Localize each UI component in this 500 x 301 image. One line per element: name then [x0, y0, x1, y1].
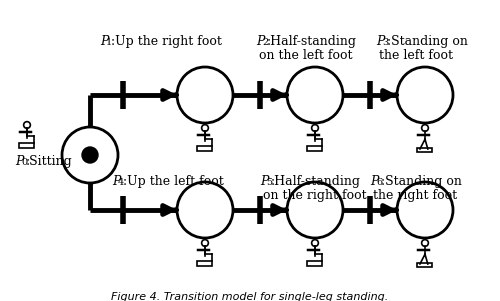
Text: Figure 4. Transition model for single-leg standing.: Figure 4. Transition model for single-le… [112, 292, 388, 301]
Text: 5: 5 [266, 178, 272, 187]
Text: 3: 3 [382, 38, 388, 47]
Text: :Up the left foot: :Up the left foot [123, 175, 224, 188]
Text: P: P [370, 175, 378, 188]
Text: :Half-standing: :Half-standing [267, 35, 357, 48]
Text: P: P [260, 175, 268, 188]
Text: 0: 0 [21, 158, 27, 167]
Text: on the left foot: on the left foot [259, 49, 352, 62]
Circle shape [82, 147, 98, 163]
Text: the left foot: the left foot [379, 49, 453, 62]
Text: 6: 6 [376, 178, 382, 187]
Text: :Sitting: :Sitting [26, 155, 73, 168]
Bar [306, 261, 322, 266]
Text: P: P [256, 35, 264, 48]
Bar [416, 262, 432, 267]
Text: :Half-standing: :Half-standing [271, 175, 361, 188]
Text: :Standing on: :Standing on [381, 175, 462, 188]
Text: P: P [112, 175, 120, 188]
Text: P: P [376, 35, 384, 48]
Text: P: P [100, 35, 108, 48]
Text: the right foot: the right foot [373, 189, 457, 202]
Text: 1: 1 [106, 38, 112, 47]
Bar [196, 261, 212, 266]
Bar [196, 146, 212, 151]
Bar [416, 147, 432, 152]
Text: :Standing on: :Standing on [387, 35, 468, 48]
Bar [306, 146, 322, 151]
Text: 2: 2 [262, 38, 268, 47]
Text: on the right foot: on the right foot [263, 189, 366, 202]
Bar [18, 143, 34, 148]
Text: :Up the right foot: :Up the right foot [111, 35, 222, 48]
Text: P: P [15, 155, 24, 168]
Text: 4: 4 [118, 178, 124, 187]
